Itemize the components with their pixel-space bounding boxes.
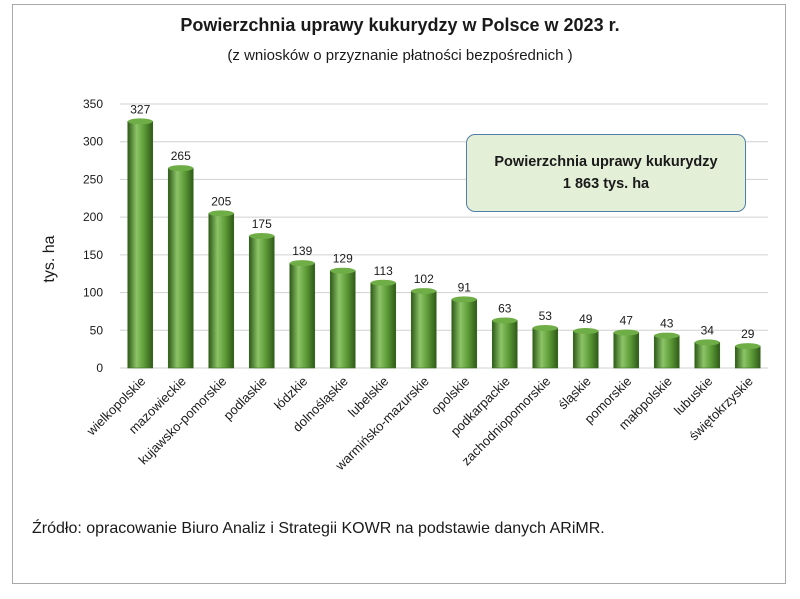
bar-value-label: 47 xyxy=(620,314,634,328)
y-tick-label: 100 xyxy=(83,286,103,300)
category-label: łódzkie xyxy=(271,374,310,413)
bar-cap xyxy=(208,210,234,217)
bar-value-label: 129 xyxy=(333,252,353,266)
bar-cap xyxy=(694,339,720,346)
total-area-value: 1 863 tys. ha xyxy=(562,176,650,192)
bar xyxy=(653,335,680,369)
total-area-box: Powierzchnia uprawy kukurydzy 1 863 tys.… xyxy=(466,134,746,212)
bar-cap xyxy=(573,328,599,335)
bar-value-label: 327 xyxy=(130,102,150,116)
bar xyxy=(613,332,640,369)
bar xyxy=(208,213,235,369)
bar-cap xyxy=(249,233,275,239)
bar xyxy=(127,121,154,369)
bar-value-label: 139 xyxy=(292,244,312,258)
category-label: podlaskie xyxy=(220,374,269,423)
bar-cap xyxy=(370,279,396,286)
bar-cap xyxy=(735,343,761,350)
bar-value-label: 43 xyxy=(660,317,674,331)
bar xyxy=(370,282,397,369)
bar-value-label: 63 xyxy=(498,301,512,315)
bar-cap xyxy=(654,332,680,339)
bar xyxy=(410,290,437,369)
bar-cap xyxy=(532,325,558,332)
bar-value-label: 53 xyxy=(539,309,553,323)
bar-cap xyxy=(613,329,639,336)
y-tick-label: 200 xyxy=(83,210,103,224)
bar-value-label: 29 xyxy=(741,327,755,341)
y-tick-label: 0 xyxy=(96,361,103,375)
y-tick-label: 150 xyxy=(83,248,103,262)
bar xyxy=(248,235,275,369)
category-label: śląskie xyxy=(555,374,594,413)
bar-value-label: 265 xyxy=(171,149,191,163)
chart-subtitle: (z wniosków o przyznanie płatności bezpo… xyxy=(227,47,573,64)
bar-cap xyxy=(492,317,518,324)
bar-value-label: 49 xyxy=(579,312,593,326)
bar-value-label: 205 xyxy=(211,194,231,208)
chart-title: Powierzchnia uprawy kukurydzy w Polsce w… xyxy=(180,15,620,35)
bar xyxy=(289,262,316,369)
bar-value-label: 113 xyxy=(374,264,393,278)
y-tick-label: 250 xyxy=(83,172,103,186)
bar-value-label: 175 xyxy=(252,217,272,231)
bar xyxy=(532,327,559,369)
bar xyxy=(694,342,721,369)
y-tick-label: 350 xyxy=(83,97,103,111)
bar xyxy=(734,345,761,369)
bar xyxy=(572,330,599,369)
bar xyxy=(329,270,356,369)
bar-cap xyxy=(168,165,194,172)
bar-cap xyxy=(330,267,356,274)
bar-value-label: 34 xyxy=(701,323,715,337)
bar-cap xyxy=(127,118,153,125)
bar-value-label: 102 xyxy=(414,272,434,286)
y-tick-label: 50 xyxy=(90,323,104,337)
bar xyxy=(451,299,478,369)
bar-value-label: 91 xyxy=(458,280,472,294)
bar-cap xyxy=(451,296,477,303)
source-note: Źródło: opracowanie Biuro Analiz i Strat… xyxy=(32,520,605,537)
bar xyxy=(167,167,194,369)
y-tick-label: 300 xyxy=(83,135,103,149)
bar xyxy=(491,320,518,369)
bar-cap xyxy=(411,288,437,295)
total-area-label: Powierzchnia uprawy kukurydzy xyxy=(494,154,718,170)
bar-cap xyxy=(289,260,315,267)
